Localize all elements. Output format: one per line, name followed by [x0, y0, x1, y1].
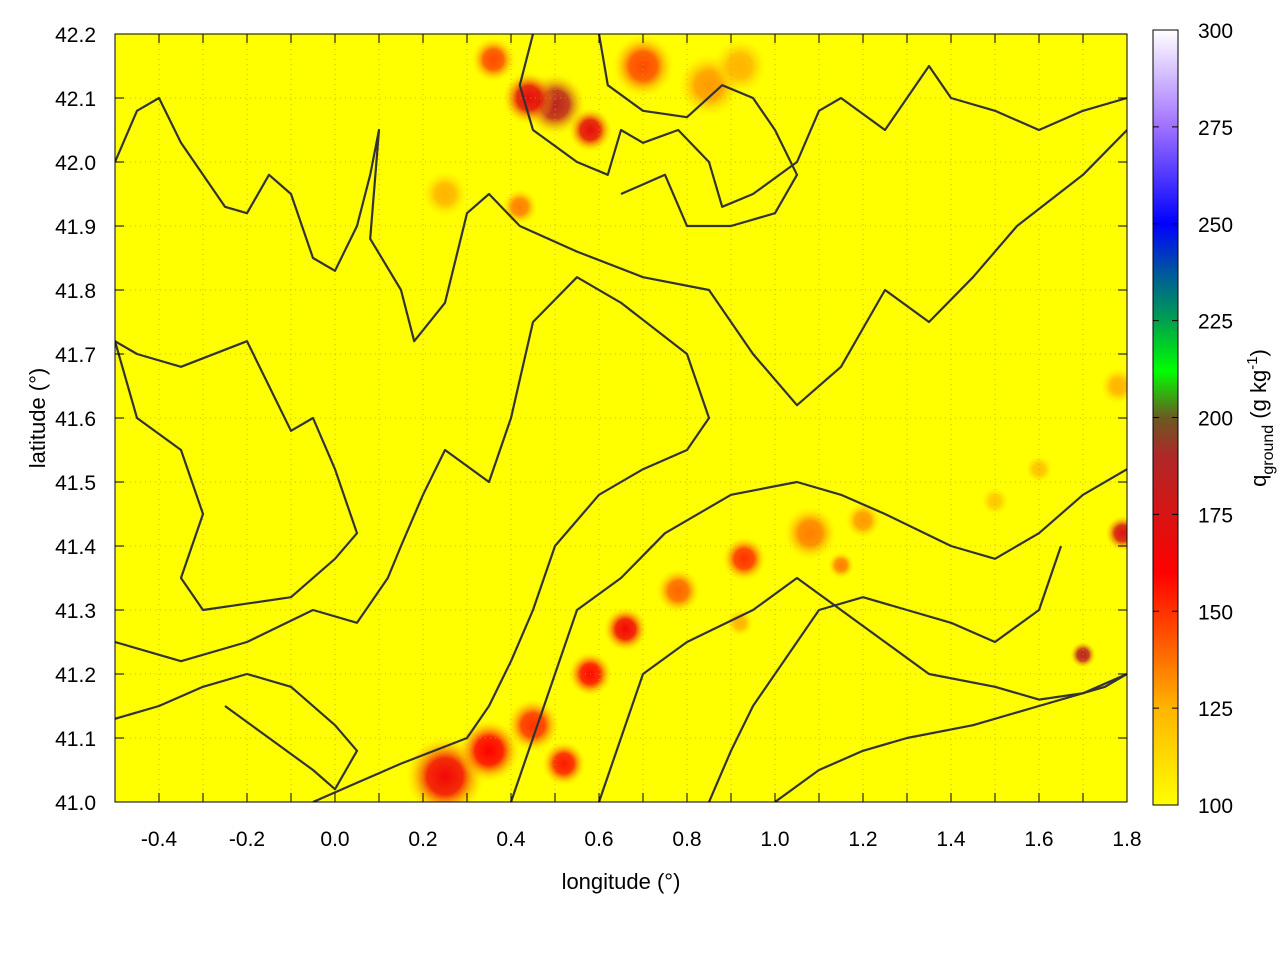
- y-axis-label: latitude (°): [25, 368, 50, 469]
- colorbar-tick-label: 225: [1198, 311, 1233, 334]
- heatmap-hotspot: [981, 487, 1009, 515]
- heatmap-hotspot: [783, 506, 837, 561]
- x-tick-label: 1.0: [760, 828, 789, 851]
- contour-line: [774, 673, 1127, 802]
- y-tick-label: 41.2: [55, 664, 96, 687]
- heatmap-hotspot: [726, 609, 753, 637]
- contour-line: [597, 576, 1127, 802]
- y-tick-label: 41.4: [55, 536, 96, 559]
- heatmap-hotspot: [1100, 368, 1127, 404]
- colorbar-tick-label: 275: [1198, 117, 1233, 140]
- heatmap-hotspot: [656, 568, 701, 614]
- heatmap-hotspot: [713, 39, 767, 93]
- y-tick-label: 42.2: [55, 24, 96, 47]
- colorbar-tick-label: 100: [1198, 795, 1233, 818]
- heatmap-hotspot: [845, 502, 881, 539]
- y-tick-label: 41.5: [55, 472, 96, 495]
- y-tick-label: 42.1: [55, 88, 96, 111]
- colorbar: 100 125 150 175 200 225 250 275 300: [1152, 20, 1233, 818]
- colorbar-tick-label: 175: [1198, 504, 1233, 527]
- y-tick-label: 42.0: [55, 152, 96, 175]
- colorbar-tick-label: 300: [1198, 20, 1233, 43]
- colorbar-label-superscript: -1: [1244, 356, 1261, 369]
- y-tick-label: 41.3: [55, 600, 96, 623]
- heatmap-hotspot: [502, 188, 538, 225]
- contour-line: [115, 276, 711, 802]
- contour-line: [115, 96, 1127, 407]
- contour-line: [115, 340, 359, 612]
- colorbar-label-suffix: ): [1246, 349, 1271, 356]
- colorbar-label-unit: (g kg: [1246, 370, 1271, 425]
- x-tick-label: -0.2: [229, 828, 265, 851]
- y-tick-label: 41.0: [55, 792, 96, 815]
- heatmap-layer: [405, 34, 1127, 802]
- x-tick-label: 1.6: [1024, 828, 1053, 851]
- colorbar-tick-label: 150: [1198, 601, 1233, 624]
- heatmap-hotspot: [506, 698, 560, 753]
- x-tick-label: 0.0: [320, 828, 349, 851]
- contour-line: [707, 545, 1063, 802]
- colorbar-label-subscript: ground: [1260, 425, 1277, 475]
- heatmap-hotspot: [722, 536, 767, 582]
- y-tick-label: 41.7: [55, 344, 96, 367]
- heatmap-hotspot: [603, 606, 648, 652]
- y-tick-label: 41.6: [55, 408, 96, 431]
- y-tick-label: 41.8: [55, 280, 96, 303]
- contour-line: [509, 468, 1127, 802]
- heatmap-hotspot: [1105, 515, 1127, 552]
- heatmap-hotspot: [568, 107, 613, 153]
- contour-line: [518, 34, 1127, 208]
- heatmap-hotspot: [423, 171, 467, 217]
- contour-layer: [115, 34, 1127, 802]
- x-tick-label: 0.2: [408, 828, 437, 851]
- x-tick-label: 1.8: [1112, 828, 1141, 851]
- heatmap-hotspot: [502, 71, 555, 125]
- heatmap-hotspot: [458, 719, 520, 783]
- y-tick-label: 41.1: [55, 728, 96, 751]
- heatmap-hotspot: [471, 37, 516, 82]
- contour-line: [597, 34, 799, 228]
- colorbar-tick-label: 125: [1198, 698, 1233, 721]
- axis-ticks: -0.4 -0.2 0.0 0.2 0.4 0.6 0.8 1.0 1.2 1.4 1.6 1.8 41…: [55, 24, 1141, 851]
- x-tick-label: 0.8: [672, 828, 701, 851]
- x-tick-label: 0.4: [496, 828, 526, 851]
- colorbar-tick-label: 250: [1198, 214, 1233, 237]
- heatmap-hotspot: [541, 741, 586, 786]
- heatmap-hotspot: [612, 34, 674, 98]
- x-tick-label: 0.6: [584, 828, 613, 851]
- x-axis-label: longitude (°): [562, 869, 681, 894]
- heatmap-hotspot: [827, 551, 855, 579]
- contour-line: [115, 672, 359, 791]
- y-tick-label: 41.9: [55, 216, 96, 239]
- x-tick-label: 1.4: [936, 828, 966, 851]
- x-tick-label: 1.2: [848, 828, 877, 851]
- x-tick-label: -0.4: [141, 828, 178, 851]
- colorbar-tick-label: 200: [1198, 408, 1233, 431]
- colorbar-label: qground (g kg-1): [1244, 349, 1277, 487]
- colorbar-label-base: q: [1246, 475, 1271, 487]
